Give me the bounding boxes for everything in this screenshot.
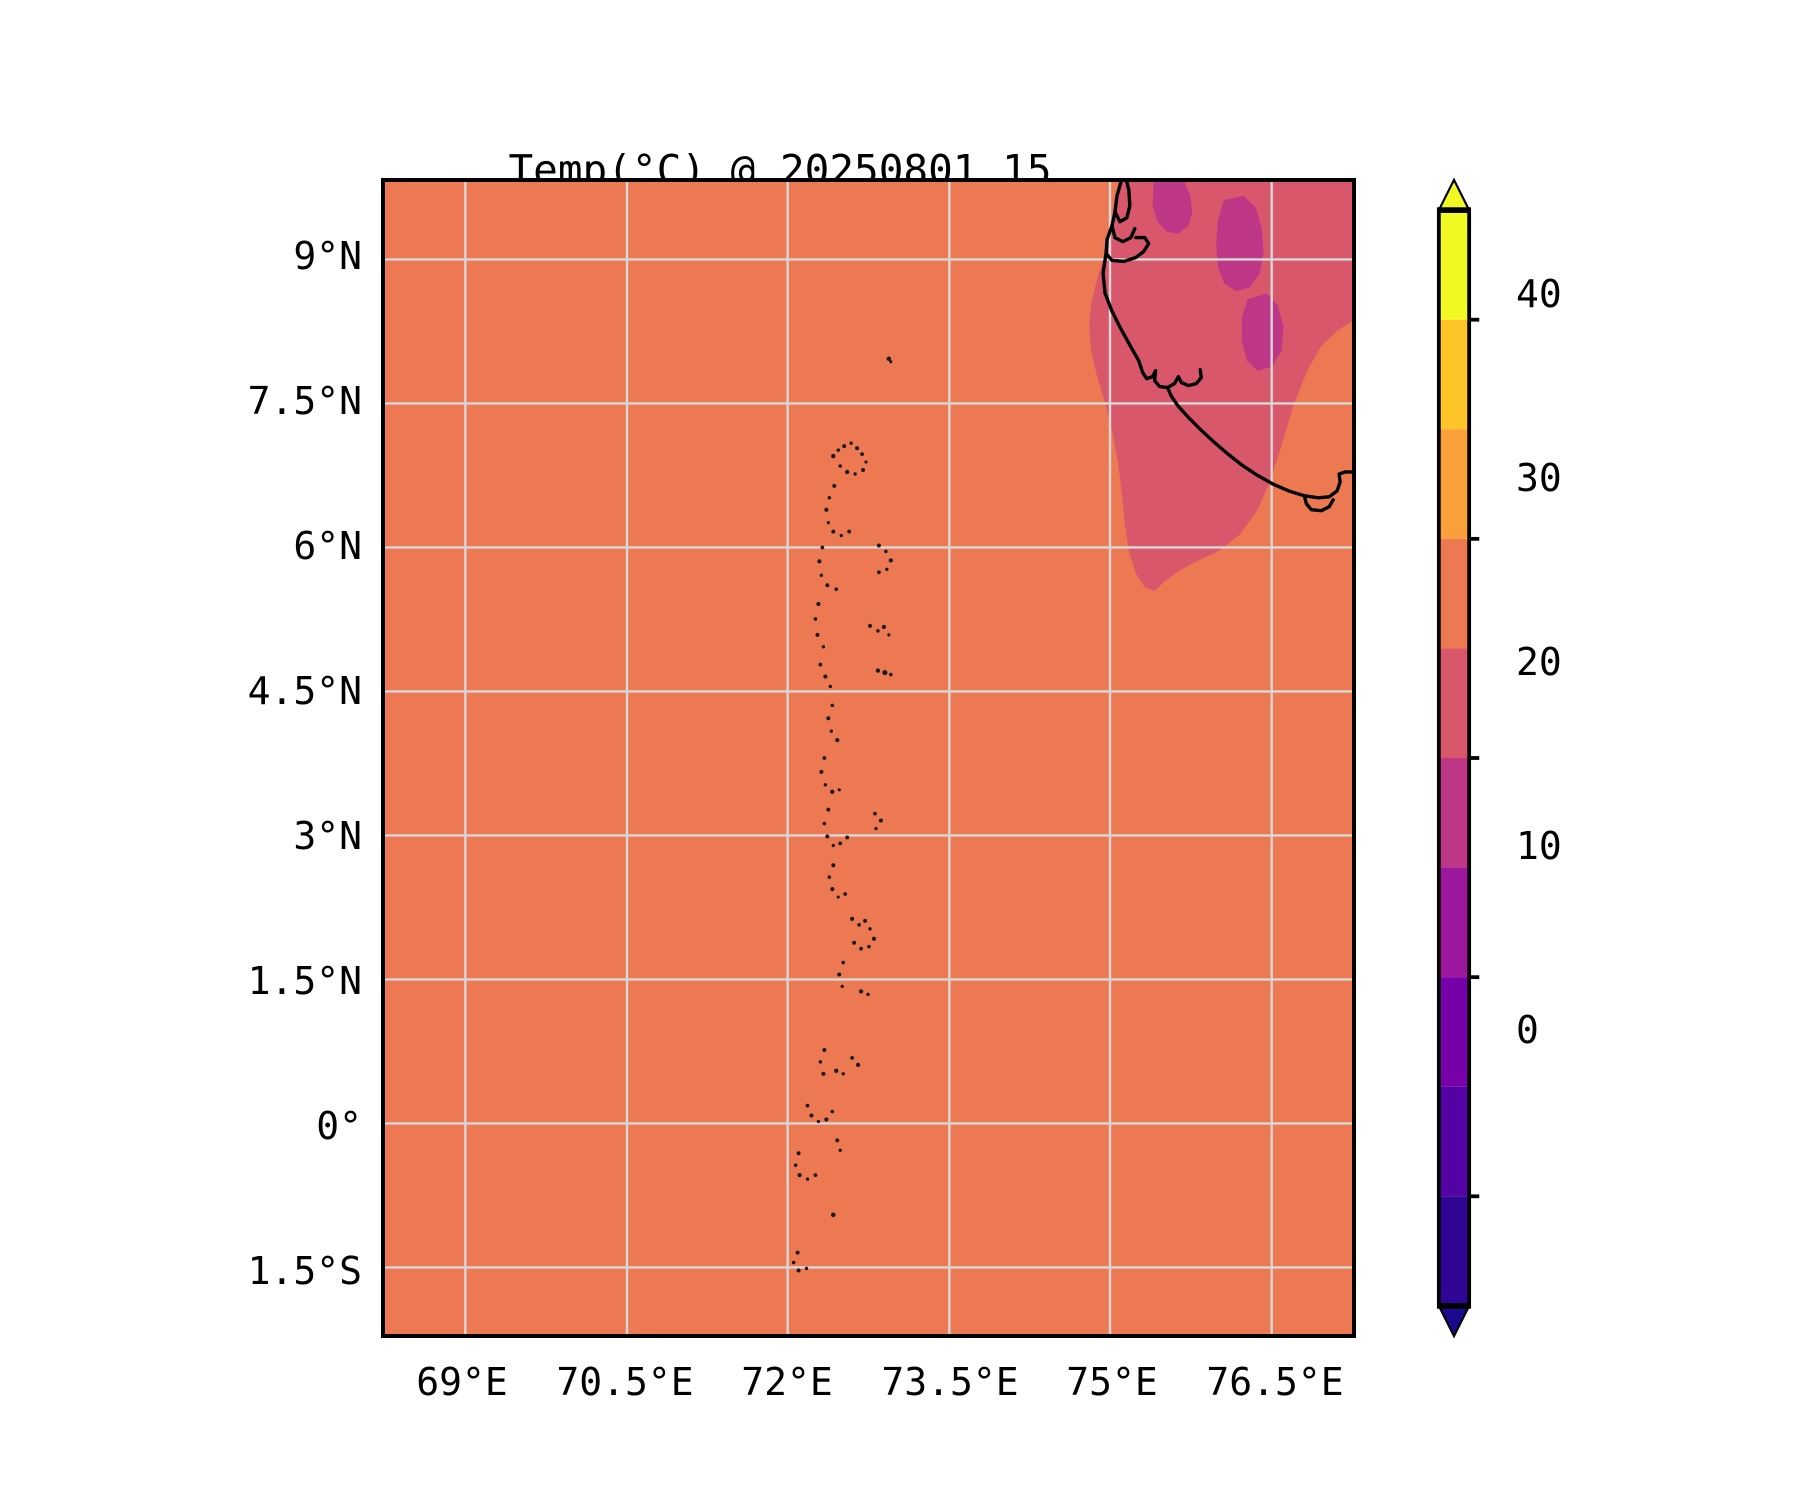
island-markers [791,356,893,1273]
ytick-label-4-5n: 4.5°N [247,669,362,713]
colorbar-band-minus5-0 [1438,1196,1470,1306]
xtick-label-69e: 69°E [416,1360,508,1404]
colorbar-extend-bottom [1436,1304,1472,1339]
colorbar-band-0-5 [1438,1086,1470,1197]
colorbar[interactable] [1430,177,1480,1339]
colorbar-band-15-20 [1438,758,1470,868]
temperature-field [385,182,1352,1334]
ytick-label-7-5n: 7.5°N [247,379,362,423]
ytick-label-6n: 6°N [293,524,362,568]
colorbar-band-30-35 [1438,429,1470,539]
coastline [1101,182,1352,513]
xtick-label-76-5e: 76.5°E [1206,1360,1344,1404]
colorbar-band-35-40 [1438,319,1470,430]
ytick-label-0: 0° [316,1104,362,1148]
colorbar-band-25-30 [1438,538,1470,649]
colorbar-outline [1436,207,1472,1309]
colorbar-tickmarks [1469,317,1480,1199]
contour-band-20-25 [1089,182,1352,592]
colorbar-band-5-10 [1438,977,1470,1087]
map-axes[interactable] [381,178,1356,1338]
colorbar-tick-label-0: 0 [1516,1008,1539,1052]
xtick-label-70-5e: 70.5°E [556,1360,694,1404]
colorbar-tick-label-10: 10 [1516,824,1562,868]
colorbar-band-40-45 [1438,210,1470,320]
colorbar-extend-top [1436,177,1472,212]
xtick-label-72e: 72°E [741,1360,833,1404]
gridlines [385,182,1352,1334]
contour-band-15-20-b [1216,195,1264,292]
colorbar-gradient [1436,177,1480,1339]
colorbar-band-20-25 [1438,648,1470,758]
ytick-label-9n: 9°N [293,234,362,278]
contour-band-15-20 [1152,182,1193,234]
contour-band-15-20-c [1241,293,1284,371]
colorbar-tick-label-40: 40 [1516,272,1562,316]
xtick-label-73-5e: 73.5°E [881,1360,1019,1404]
colorbar-band-10-15 [1438,867,1470,978]
ytick-label-1-5s: 1.5°S [247,1249,362,1293]
xtick-label-75e: 75°E [1066,1360,1158,1404]
ytick-label-1-5n: 1.5°N [247,959,362,1003]
ytick-label-3n: 3°N [293,814,362,858]
colorbar-tick-label-30: 30 [1516,456,1562,500]
colorbar-tick-label-20: 20 [1516,640,1562,684]
